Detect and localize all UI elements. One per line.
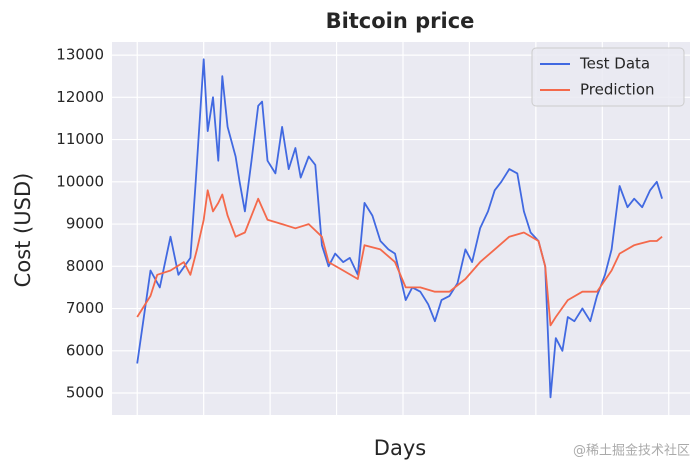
- x-axis-label: Days: [374, 436, 426, 460]
- legend-box: [531, 47, 685, 107]
- line-series: [136, 58, 663, 399]
- y-tick-label: 11000: [56, 130, 104, 148]
- y-tick-label: 5000: [66, 384, 104, 402]
- line-series: [136, 189, 663, 327]
- y-tick-label: 8000: [66, 257, 104, 275]
- y-tick-label: 12000: [56, 88, 104, 106]
- y-axis-label: Cost (USD): [11, 173, 35, 288]
- watermark: @稀土掘金技术社区: [573, 443, 690, 459]
- chart-title: Bitcoin price: [326, 9, 475, 33]
- y-tick-label: 13000: [56, 46, 104, 64]
- y-tick-label: 10000: [56, 172, 104, 190]
- y-tick-label: 6000: [66, 341, 104, 359]
- grid: [112, 42, 690, 415]
- y-tick-label: 7000: [66, 299, 104, 317]
- y-tick-label: 9000: [66, 215, 104, 233]
- legend-label: Test Data: [579, 55, 650, 73]
- legend-label: Prediction: [580, 81, 655, 99]
